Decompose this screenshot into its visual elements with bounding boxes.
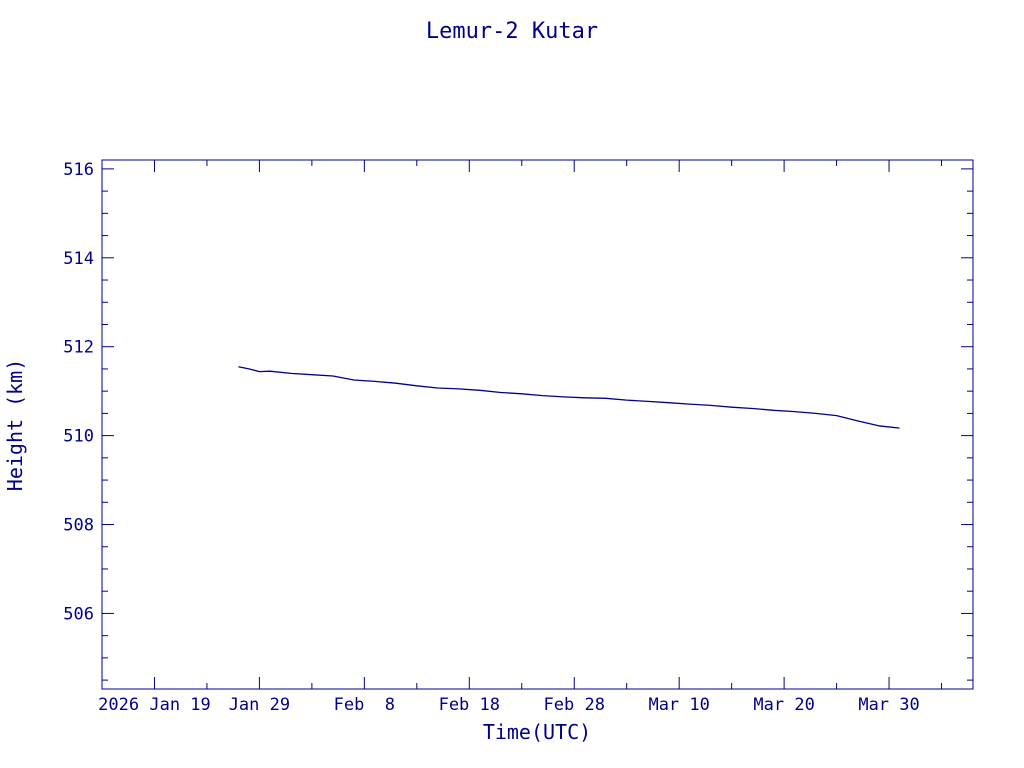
y-tick-label: 506 xyxy=(63,604,94,624)
y-tick-label: 512 xyxy=(63,338,94,358)
x-tick-label: Mar 20 xyxy=(753,695,814,715)
y-axis-label: Height (km) xyxy=(3,359,27,491)
y-tick-label: 516 xyxy=(63,160,94,180)
x-tick-label: Feb 18 xyxy=(439,695,500,715)
series-line xyxy=(238,366,900,429)
tick-labels: 506 508 510 512 514 516 2026 Jan 19 Jan 29 Feb 8… xyxy=(63,160,919,715)
x-tick-label: Jan 29 xyxy=(229,695,290,715)
x-tick-label: Mar 10 xyxy=(648,695,709,715)
series-group xyxy=(238,366,900,429)
x-tick-label: Feb 8 xyxy=(334,695,395,715)
y-tick-label: 508 xyxy=(63,516,94,536)
y-tick-label: 510 xyxy=(63,427,94,447)
x-tick-label: Feb 28 xyxy=(544,695,605,715)
chart-title: Lemur-2 Kutar xyxy=(426,19,598,44)
plot-frame xyxy=(101,159,974,690)
x-tick-label: Mar 30 xyxy=(858,695,919,715)
y-tick-label: 514 xyxy=(63,249,94,269)
x-tick-label: 2026 Jan 19 xyxy=(98,695,211,715)
x-axis-label: Time(UTC) xyxy=(483,720,591,744)
axis-ticks xyxy=(101,160,973,689)
